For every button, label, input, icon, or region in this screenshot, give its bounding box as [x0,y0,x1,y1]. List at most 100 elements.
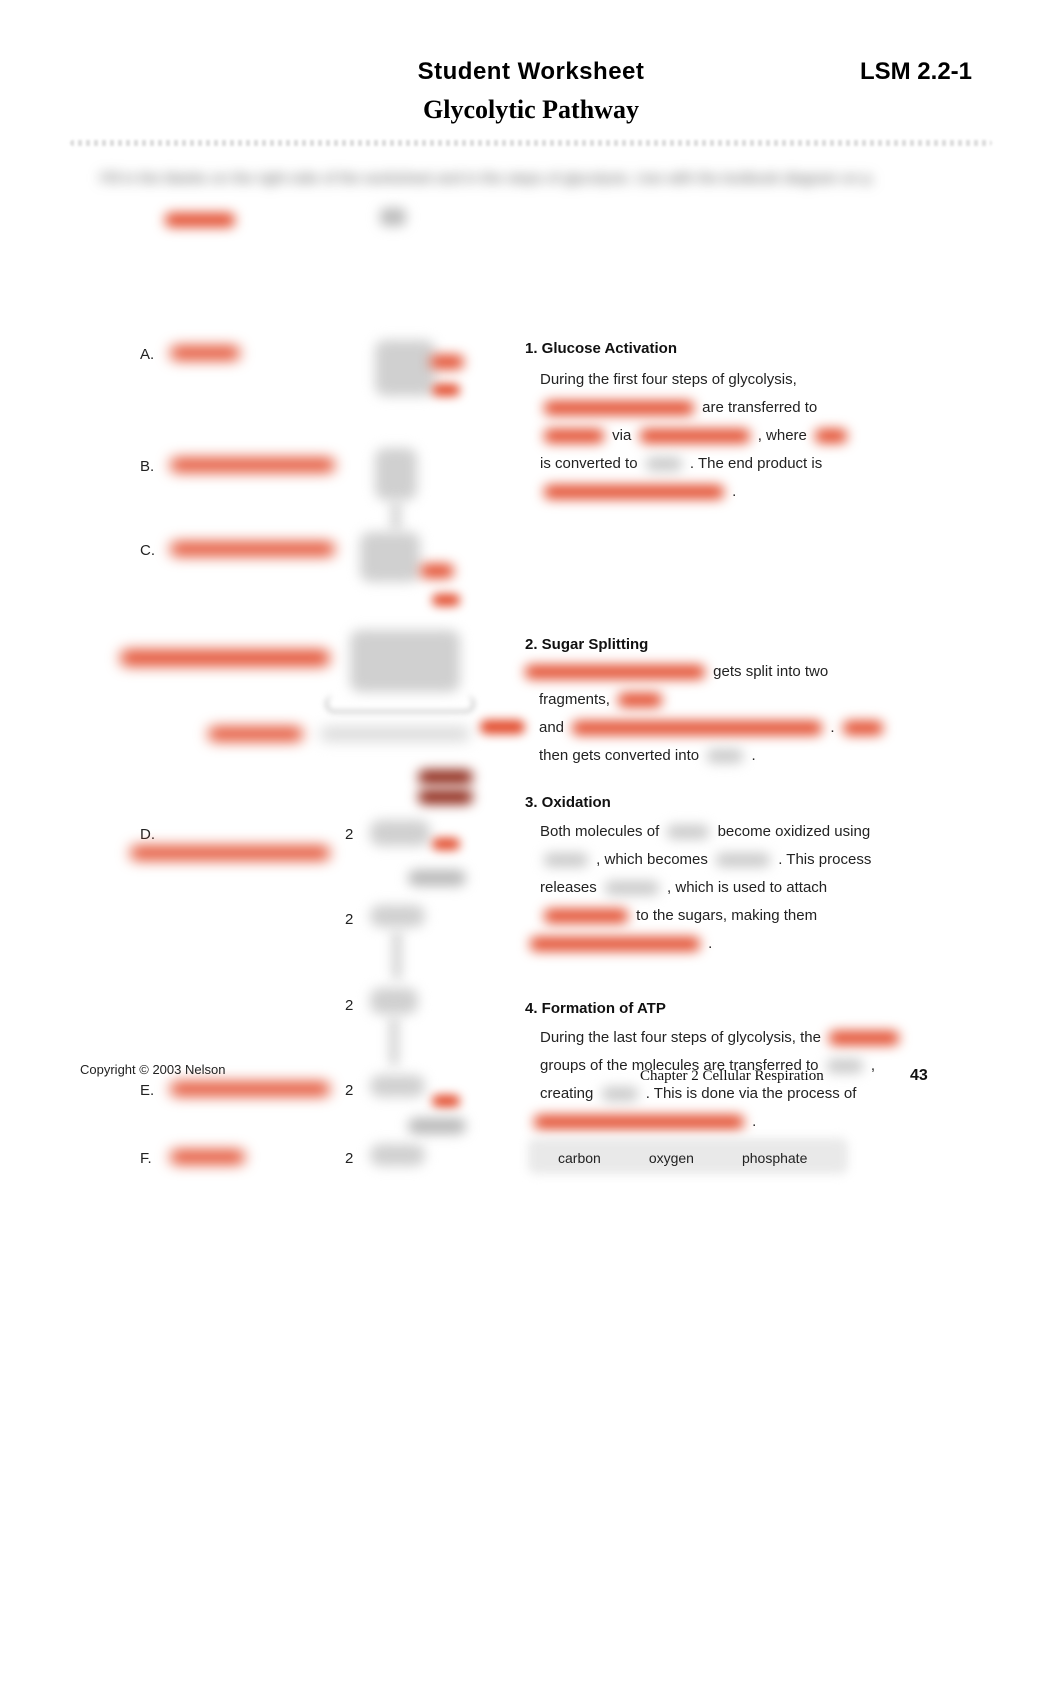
sec4-blank2[interactable] [827,1059,863,1073]
dia-f [370,1144,425,1166]
letter-d: D. [140,826,155,843]
sec2-l2: fragments, [525,691,610,708]
dia-c [360,532,420,582]
sec2-blank4[interactable] [707,749,743,763]
page-number: 43 [910,1067,928,1085]
legend-carbon: carbon [558,1150,601,1166]
sec2-l3: and [525,719,564,736]
letter-b: B. [140,458,154,475]
dia-b-stem [392,500,400,532]
dia-bracket [325,695,475,713]
sec3-blank4[interactable] [544,909,628,923]
dia-a-side [430,355,464,369]
dia-2b [370,988,418,1014]
sec4-l1: During the last four steps of glycolysis… [540,1029,821,1046]
label-c-blur [170,542,335,556]
letter-f: F. [140,1150,152,1167]
sec3-blank3[interactable] [605,881,659,895]
sec3-l2a: , which becomes [596,851,708,868]
sec3-l1a: Both molecules of [540,823,659,840]
sec1-title: 1. Glucose Activation [525,340,677,357]
sec4-blank3[interactable] [602,1087,638,1101]
legend-phosphate: phosphate [742,1150,807,1166]
label-mid-blur [120,650,330,666]
sec3-title: 3. Oxidation [525,794,611,811]
sec2-l4: then gets converted into [525,747,699,764]
qty-2b: 2 [345,997,353,1014]
dia-a [375,340,435,396]
dia-e-arrow [408,1118,466,1134]
copyright: Copyright © 2003 Nelson [80,1062,225,1077]
sec2-blank3b[interactable] [843,721,883,735]
sec2-blank2[interactable] [618,693,662,707]
sec3-l3b: , which is used to attach [667,879,827,896]
sec1-blank3[interactable] [640,429,750,443]
dia-d-arrow [408,870,466,886]
dia-2b-stem [390,1016,398,1066]
sec1-l3b: , where [758,427,807,444]
dia-2a-stem [393,930,401,980]
sec4-title: 4. Formation of ATP [525,1000,666,1017]
label-split-r-blur [480,720,525,734]
dia-nad1 [418,770,473,784]
sec2-body: gets split into two fragments, and . the… [525,658,925,770]
dia-e [370,1075,425,1097]
sec1-blank5[interactable] [544,485,724,499]
label-e-blur [170,1082,330,1096]
sec3-blank2[interactable] [544,853,588,867]
diagram-split-text [320,727,470,741]
letter-c: C. [140,542,155,559]
sec4-l3a: creating [540,1085,593,1102]
sec4-blank4[interactable] [534,1115,744,1129]
qty-e: 2 [345,1082,353,1099]
qty-2a: 2 [345,911,353,928]
dia-d-side [432,838,460,850]
sec1-blank2[interactable] [544,429,604,443]
worksheet-title: Student Worksheet [418,58,645,86]
dia-a-arrow1 [432,384,460,396]
sec1-l1: During the first four steps of glycolysi… [540,371,797,388]
sec1-blank1[interactable] [544,401,694,415]
dia-c-arrow [432,594,460,606]
qty-f: 2 [345,1150,353,1167]
sec2-blank3[interactable] [572,721,822,735]
sec1-l4b: . The end product is [690,455,822,472]
qty-d: 2 [345,826,353,843]
sec4-blank1[interactable] [829,1031,899,1045]
dia-nad2 [418,790,473,804]
dia-2a [370,905,425,927]
letter-e: E. [140,1082,154,1099]
subtitle: Glycolytic Pathway [0,95,1062,125]
sec3-blank5[interactable] [530,937,700,951]
legend: carbon oxygen phosphate [540,1142,825,1174]
sec3-l4a: to the sugars, making them [636,907,817,924]
label-f-blur [170,1150,245,1164]
label-d-blur [130,846,330,860]
sec1-l3a: via [612,427,631,444]
sec1-blank4[interactable] [646,457,682,471]
lesson-code: LSM 2.2-1 [860,58,972,86]
blur-red-top [165,213,235,227]
sec1-l4a: is converted to [540,455,638,472]
sec1-body: During the first four steps of glycolysi… [540,366,940,506]
sec3-body: Both molecules of become oxidized using … [540,818,940,958]
sec2-title: 2. Sugar Splitting [525,636,648,653]
sec3-l1b: become oxidized using [718,823,871,840]
dia-split [350,630,460,692]
label-split-blur [208,727,303,741]
dia-b [375,448,417,500]
sec2-blank1[interactable] [525,665,705,679]
dia-e-side [432,1095,460,1107]
sec2-l1b: gets split into two [713,663,828,680]
instructions-blur: Fill in the blanks on the right side of … [100,170,962,190]
dia-c-side [420,564,454,578]
dia-d [370,820,430,846]
sec1-blank3b[interactable] [815,429,847,443]
sec3-blank1[interactable] [667,825,709,839]
sec3-l3a: releases [540,879,597,896]
sec3-l2b: . This process [778,851,871,868]
sec1-l2a: are transferred to [702,399,817,416]
sec3-blank2b[interactable] [716,853,770,867]
chapter-label: Chapter 2 Cellular Respiration [640,1068,824,1085]
label-a-blur [170,346,240,360]
